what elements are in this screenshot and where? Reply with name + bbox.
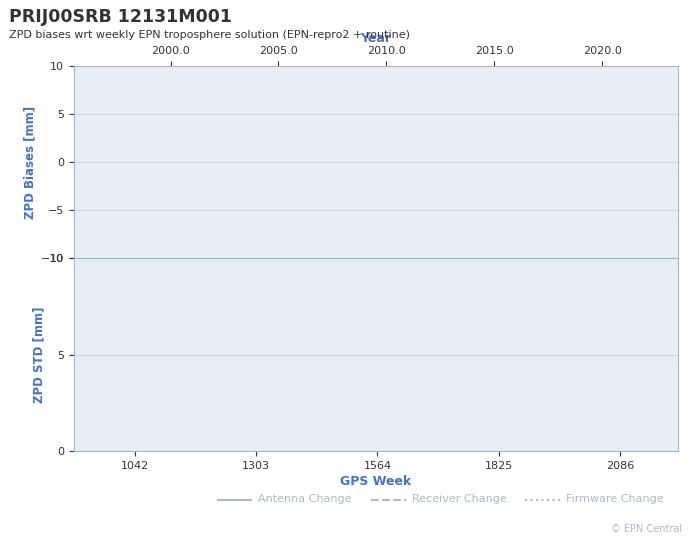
X-axis label: GPS Week: GPS Week: [340, 475, 411, 488]
Text: PRIJ00SRB 12131M001: PRIJ00SRB 12131M001: [9, 8, 232, 26]
Y-axis label: ZPD Biases [mm]: ZPD Biases [mm]: [23, 106, 36, 219]
Text: Firmware Change: Firmware Change: [566, 495, 663, 504]
Y-axis label: ZPD STD [mm]: ZPD STD [mm]: [33, 306, 46, 403]
X-axis label: Year: Year: [360, 32, 391, 45]
Text: © EPN Central: © EPN Central: [611, 523, 682, 534]
Text: ZPD biases wrt weekly EPN troposphere solution (EPN-repro2 + routine): ZPD biases wrt weekly EPN troposphere so…: [9, 30, 410, 40]
Text: Antenna Change: Antenna Change: [258, 495, 351, 504]
Text: Receiver Change: Receiver Change: [412, 495, 506, 504]
